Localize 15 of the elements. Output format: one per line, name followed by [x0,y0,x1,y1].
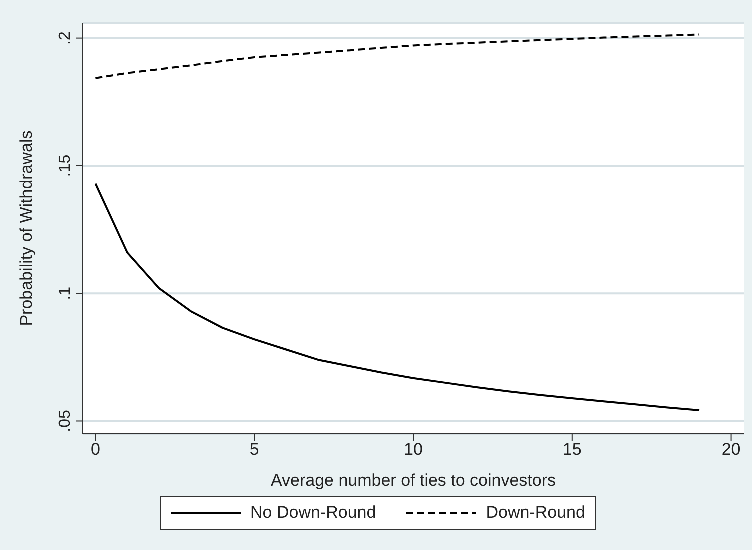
x-tick-label: 10 [404,440,423,460]
x-tick-label: 20 [722,440,741,460]
y-tick-label: .15 [57,154,74,178]
legend-label: No Down-Round [250,503,376,523]
y-axis-title: Probability of Withdrawals [17,130,36,326]
x-tick-label: 5 [250,440,260,460]
x-tick-label: 0 [90,440,100,460]
x-tick-label: 15 [562,440,582,460]
y-tick-label: .1 [57,286,74,300]
x-axis-title: Average number of ties to coinvestors [270,471,556,490]
y-tick-label: .2 [57,32,74,45]
legend-label: Down-Round [486,503,586,523]
y-tick-label: .05 [57,410,74,432]
line-series [94,182,701,412]
line-series [94,34,701,80]
